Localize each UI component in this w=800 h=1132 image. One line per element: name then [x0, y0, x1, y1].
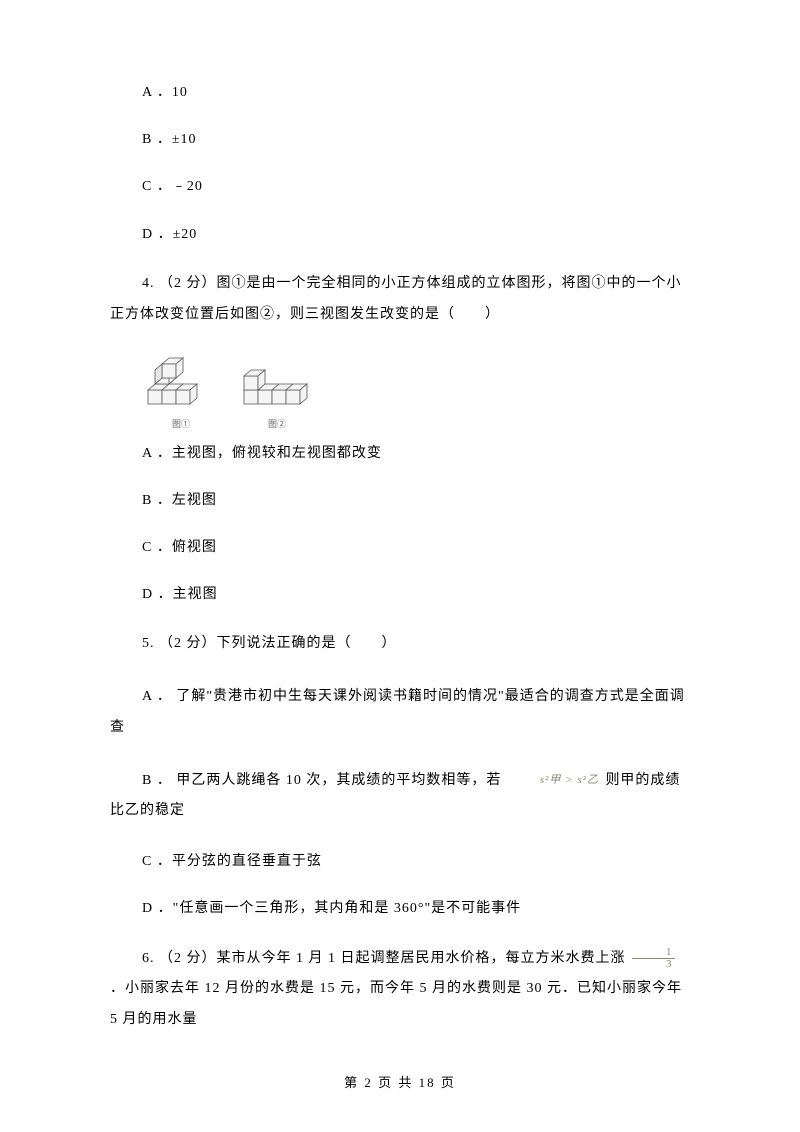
- question-6: 6. （2 分）某市从今年 1 月 1 日起调整居民用水价格，每立方米水费上涨 …: [110, 944, 690, 1036]
- cube-icon-2: [238, 352, 316, 414]
- cube-figures: 图① 图②: [142, 352, 690, 432]
- q4-option-b: B ．左视图: [110, 488, 690, 513]
- q5-option-d: D ．"任意画一个三角形，其内角和是 360°"是不可能事件: [110, 896, 690, 921]
- cube-label-2: 图②: [268, 416, 286, 432]
- option-a-pre: A ．10: [110, 80, 690, 105]
- cube-figure-2: 图②: [238, 352, 316, 432]
- option-d-pre: D ．±20: [110, 222, 690, 247]
- page-footer: 第 2 页 共 18 页: [0, 1071, 800, 1094]
- option-c-pre: C ．﹣20: [110, 174, 690, 199]
- q4-option-d: D ．主视图: [110, 582, 690, 607]
- q5-option-c: C ．平分弦的直径垂直于弦: [110, 849, 690, 874]
- fraction-one-third: 13: [632, 947, 675, 970]
- cube-icon-1: [142, 352, 220, 414]
- q5-option-a: A ． 了解"贵港市初中生每天课外阅读书籍时间的情况"最适合的调查方式是全面调查: [110, 682, 690, 744]
- q4-option-c: C ．俯视图: [110, 535, 690, 560]
- cube-label-1: 图①: [172, 416, 190, 432]
- question-5: 5. （2 分）下列说法正确的是（ ）: [110, 629, 690, 660]
- q5-option-b: B ． 甲乙两人跳绳各 10 次，其成绩的平均数相等，若 s²甲 > s²乙 则…: [110, 766, 690, 828]
- question-4: 4. （2 分）图①是由一个完全相同的小正方体组成的立体图形，将图①中的一个小正…: [110, 269, 690, 331]
- variance-formula: s²甲 > s²乙: [508, 768, 599, 792]
- q4-option-a: A ．主视图，俯视较和左视图都改变: [110, 441, 690, 466]
- cube-figure-1: 图①: [142, 352, 220, 432]
- option-b-pre: B ．±10: [110, 127, 690, 152]
